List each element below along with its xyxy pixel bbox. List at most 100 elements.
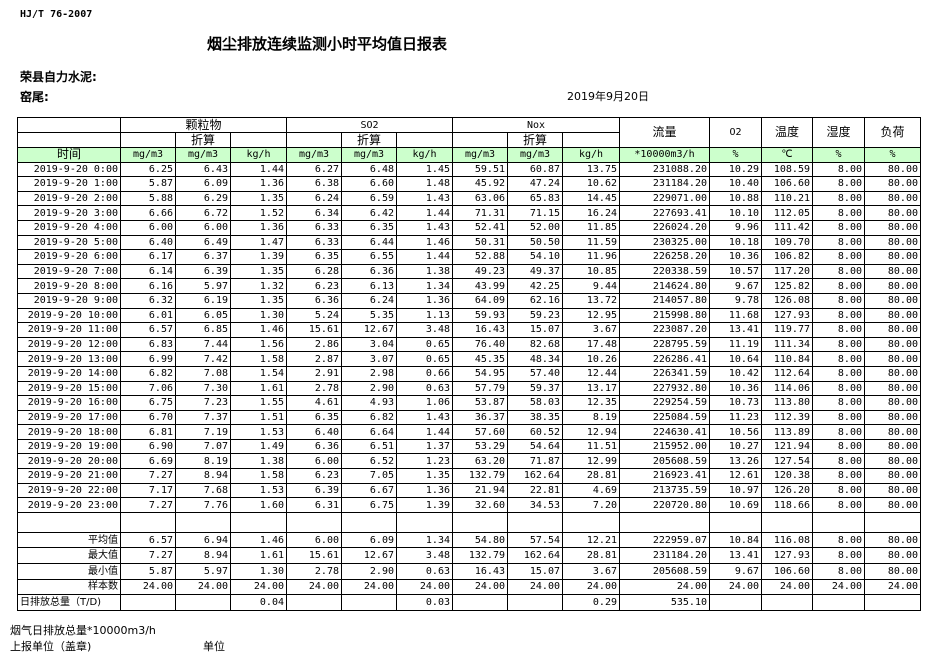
summary-value: 5.97 — [175, 563, 231, 580]
summary-value: 24.00 — [619, 578, 710, 596]
value-cell: 59.23 — [507, 307, 563, 324]
table-row: 2019-9-20 4:00 6.00 6.00 1.36 6.33 6.35 1.43 52… — [17, 219, 921, 236]
value-cell: 14.45 — [562, 190, 620, 207]
value-cell: 10.85 — [562, 263, 620, 280]
value-cell: 80.00 — [864, 497, 921, 513]
value-cell: 80.00 — [864, 365, 921, 382]
time-cell: 2019-9-20 16:00 — [17, 395, 121, 411]
value-cell: 57.60 — [452, 424, 508, 440]
summary-value: 24.00 — [175, 578, 231, 596]
value-cell: 6.85 — [175, 322, 231, 338]
value-cell: 15.07 — [507, 322, 563, 338]
value-cell: 214624.80 — [619, 278, 710, 294]
value-cell: 52.00 — [507, 219, 563, 236]
value-cell: 6.00 — [175, 219, 231, 236]
reporting-unit-label: 上报单位（盖章) — [10, 640, 92, 653]
table-row: 2019-9-20 15:00 7.06 7.30 1.61 2.78 2.90 0.63 5… — [17, 380, 921, 397]
value-cell: 7.17 — [120, 482, 176, 499]
time-cell: 2019-9-20 12:00 — [17, 336, 121, 353]
value-cell: 8.00 — [812, 234, 865, 251]
value-cell: 63.20 — [452, 453, 508, 470]
value-cell: 6.31 — [286, 497, 342, 513]
value-cell: 8.00 — [812, 351, 865, 367]
value-cell: 8.00 — [812, 278, 865, 294]
summary-value: 24.00 — [864, 578, 921, 596]
summary-label: 平均值 — [17, 531, 121, 549]
summary-row: 最大值 7.27 8.94 1.61 15.61 12.67 3.48 132.79 162.6… — [17, 547, 921, 565]
value-cell: 10.27 — [709, 438, 762, 455]
value-cell: 5.87 — [120, 176, 176, 192]
value-cell: 1.36 — [230, 219, 287, 236]
value-cell: 117.20 — [761, 263, 813, 280]
table-row: 2019-9-20 6:00 6.17 6.37 1.39 6.35 6.55 1.44 52… — [17, 249, 921, 265]
value-cell: 8.00 — [812, 395, 865, 411]
value-cell: 1.44 — [396, 249, 453, 265]
value-cell: 10.36 — [709, 249, 762, 265]
value-cell: 1.34 — [396, 278, 453, 294]
value-cell: 60.87 — [507, 161, 563, 178]
value-cell: 1.52 — [230, 205, 287, 221]
summary-value: 24.00 — [341, 578, 397, 596]
value-cell: 6.35 — [286, 409, 342, 426]
summary-value: 9.67 — [709, 563, 762, 580]
value-cell: 6.43 — [175, 161, 231, 178]
value-cell: 3.07 — [341, 351, 397, 367]
value-cell: 28.81 — [562, 468, 620, 484]
value-cell: 6.27 — [286, 161, 342, 178]
value-cell: 226258.20 — [619, 249, 710, 265]
value-cell: 125.82 — [761, 278, 813, 294]
table-row: 2019-9-20 20:00 6.69 8.19 1.38 6.00 6.52 1.23 6… — [17, 453, 921, 470]
value-cell: 80.00 — [864, 278, 921, 294]
value-cell: 6.33 — [286, 234, 342, 251]
summary-value: 24.00 — [452, 578, 508, 596]
unit-cell: *10000m3/h — [619, 147, 710, 163]
value-cell: 8.00 — [812, 336, 865, 353]
value-cell: 80.00 — [864, 351, 921, 367]
value-cell: 112.39 — [761, 409, 813, 426]
value-cell: 80.00 — [864, 307, 921, 324]
header-converted: 折算 — [507, 132, 563, 148]
time-cell: 2019-9-20 11:00 — [17, 322, 121, 338]
value-cell: 10.62 — [562, 176, 620, 192]
blank-cell — [709, 511, 762, 533]
time-cell: 2019-9-20 23:00 — [17, 497, 121, 513]
value-cell: 13.17 — [562, 380, 620, 397]
summary-value: 231184.20 — [619, 547, 710, 565]
value-cell: 6.90 — [120, 438, 176, 455]
header-o2: O2 — [709, 117, 762, 148]
time-cell: 2019-9-20 15:00 — [17, 380, 121, 397]
value-cell: 1.32 — [230, 278, 287, 294]
value-cell: 112.64 — [761, 365, 813, 382]
value-cell: 6.36 — [286, 438, 342, 455]
summary-value — [175, 594, 231, 611]
value-cell: 110.84 — [761, 351, 813, 367]
value-cell: 215952.00 — [619, 438, 710, 455]
summary-value: 57.54 — [507, 531, 563, 549]
time-cell: 2019-9-20 21:00 — [17, 468, 121, 484]
summary-value: 8.00 — [812, 563, 865, 580]
table-row: 2019-9-20 7:00 6.14 6.39 1.35 6.28 6.36 1.38 49… — [17, 263, 921, 280]
value-cell: 10.97 — [709, 482, 762, 499]
summary-value: 24.00 — [507, 578, 563, 596]
summary-value: 5.87 — [120, 563, 176, 580]
value-cell: 226341.59 — [619, 365, 710, 382]
value-cell: 53.87 — [452, 395, 508, 411]
value-cell: 127.93 — [761, 307, 813, 324]
value-cell: 1.60 — [230, 497, 287, 513]
value-cell: 118.66 — [761, 497, 813, 513]
value-cell: 6.75 — [120, 395, 176, 411]
summary-value: 222959.07 — [619, 531, 710, 549]
value-cell: 32.60 — [452, 497, 508, 513]
value-cell: 54.95 — [452, 365, 508, 382]
header-humidity: 湿度 — [812, 117, 865, 148]
table-row: 2019-9-20 10:00 6.01 6.05 1.30 5.24 5.35 1.13 5… — [17, 307, 921, 324]
value-cell: 1.06 — [396, 395, 453, 411]
value-cell: 11.19 — [709, 336, 762, 353]
value-cell: 8.19 — [175, 453, 231, 470]
blank-cell — [562, 511, 620, 533]
table-row: 2019-9-20 23:00 7.27 7.76 1.60 6.31 6.75 1.39 3… — [17, 497, 921, 513]
value-cell: 80.00 — [864, 322, 921, 338]
header-blank — [452, 132, 508, 148]
value-cell: 111.42 — [761, 219, 813, 236]
value-cell: 7.68 — [175, 482, 231, 499]
